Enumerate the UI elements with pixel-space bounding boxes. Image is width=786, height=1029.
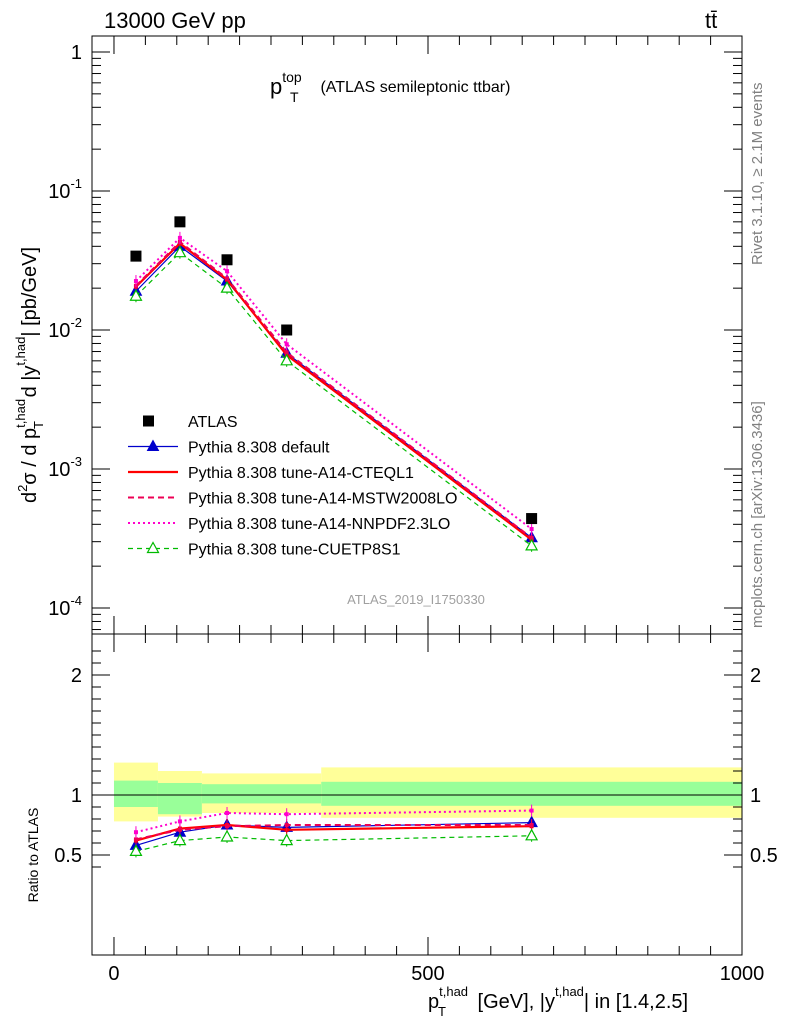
legend-marker-atlas: [143, 415, 154, 427]
ratio-point-nnpdf: [529, 808, 534, 813]
ratio-series-group: [129, 804, 539, 858]
main-series-group: [129, 216, 539, 552]
main-y-tick-label: 10-4: [48, 593, 82, 620]
main-y-tick-label: 10-1: [48, 176, 82, 203]
atlas-data-point: [221, 254, 233, 266]
energy-label: 13000 GeV pp: [104, 8, 246, 33]
ratio-point-cuetp: [525, 828, 539, 841]
legend-marker-default: [146, 439, 160, 451]
ratio-y-tick-label-right: 2: [750, 665, 761, 687]
title-sup: top: [282, 69, 302, 85]
ratio-band-inner-2: [201, 784, 322, 804]
ratio-point-mstw: [284, 823, 289, 827]
main-y-tick-label: 1: [71, 42, 82, 64]
title-rest: (ATLAS semileptonic ttbar): [316, 79, 510, 96]
ratio-uncertainty-bands: [113, 762, 742, 822]
ratio-y-axis-label: Ratio to ATLAS: [25, 808, 41, 903]
ratio-y-tick-label-left: 2: [71, 665, 82, 687]
ratio-band-inner-3: [321, 781, 742, 806]
main-y-axis-label: d2σ / d pt,had T d |yt,had| [pb/GeV]: [13, 247, 46, 503]
ratio-point-mstw: [177, 827, 182, 832]
title-main: p: [270, 74, 282, 99]
main-point-cuetp: [220, 280, 234, 293]
main-point-mstw: [225, 276, 230, 281]
legend: ATLAS Pythia 8.308 default Pythia 8.308 tu…: [128, 414, 457, 559]
ratio-line-cuetp: [135, 835, 532, 852]
ratio-y-tick-label-left: 0.5: [54, 845, 82, 867]
x-tick-label: 1000: [720, 963, 765, 985]
main-point-cuetp: [173, 245, 187, 258]
plot-title: ptop T (ATLAS semileptonic ttbar): [270, 69, 510, 105]
main-point-cuetp: [129, 288, 143, 301]
main-point-nnpdf: [133, 279, 138, 284]
ratio-y-tick-label-right: 1: [750, 785, 761, 807]
main-point-mstw: [284, 350, 289, 355]
ratio-line-nnpdf: [135, 809, 532, 834]
main-y-tick-label: 10-2: [48, 315, 82, 342]
ratio-point-cuetp: [280, 833, 294, 846]
legend-label-default: Pythia 8.308 default: [188, 440, 330, 457]
atlas-data-point: [174, 216, 186, 228]
main-point-nnpdf: [529, 527, 534, 532]
ratio-y-tick-label-left: 1: [71, 785, 82, 807]
legend-label-cteq: Pythia 8.308 tune-A14-CTEQL1: [188, 465, 414, 482]
x-axis-label: pt,had T [GeV], |yt,had| in [1.4,2.5]: [428, 984, 688, 1019]
ratio-point-nnpdf: [177, 819, 182, 824]
title-sub: T: [290, 89, 299, 105]
ratio-axes: 0 500 1000 0.5 0.5 1 1 2 2: [54, 633, 778, 985]
legend-marker-cuetp: [146, 541, 160, 554]
main-line-nnpdf: [135, 236, 533, 530]
legend-label-mstw: Pythia 8.308 tune-A14-MSTW2008LO: [188, 491, 457, 508]
analysis-id: ATLAS_2019_I1750330: [347, 592, 485, 607]
main-point-cuetp: [525, 538, 539, 551]
main-point-mstw: [529, 535, 534, 540]
ratio-point-mstw: [133, 837, 138, 842]
main-point-nnpdf: [284, 342, 289, 347]
x-tick-label: 0: [108, 963, 119, 985]
main-y-tick-label: 10-3: [48, 454, 82, 481]
process-label: tt̄: [705, 8, 717, 33]
ratio-point-cuetp: [129, 844, 143, 857]
ratio-point-cuetp: [220, 829, 234, 842]
ratio-band-inner-1: [157, 783, 202, 815]
legend-label-data: ATLAS: [188, 414, 238, 431]
rivet-label: Rivet 3.1.10, ≥ 2.1M events: [749, 83, 766, 266]
ratio-point-nnpdf: [284, 812, 289, 817]
ratio-line-cteq: [135, 823, 532, 842]
main-point-cuetp: [280, 353, 294, 366]
atlas-data-point: [526, 513, 538, 525]
ratio-point-cuetp: [173, 833, 187, 846]
legend-label-nnpdf: Pythia 8.308 tune-A14-NNPDF2.3LO: [188, 516, 450, 533]
main-point-nnpdf: [225, 269, 230, 274]
ratio-point-mstw: [225, 824, 230, 829]
ratio-band-inner-0: [113, 780, 158, 807]
atlas-data-point: [281, 324, 293, 336]
x-tick-label: 500: [411, 963, 444, 985]
ratio-point-nnpdf: [225, 811, 230, 815]
ratio-y-tick-label-right: 0.5: [750, 845, 778, 867]
mcplots-label: mcplots.cern.ch [arXiv:1306.3436]: [749, 401, 766, 628]
ratio-point-nnpdf: [133, 830, 138, 835]
ratio-point-mstw: [529, 823, 534, 827]
atlas-data-point: [130, 250, 142, 262]
legend-label-cuetp: Pythia 8.308 tune-CUETP8S1: [188, 542, 401, 559]
main-point-nnpdf: [177, 235, 182, 240]
